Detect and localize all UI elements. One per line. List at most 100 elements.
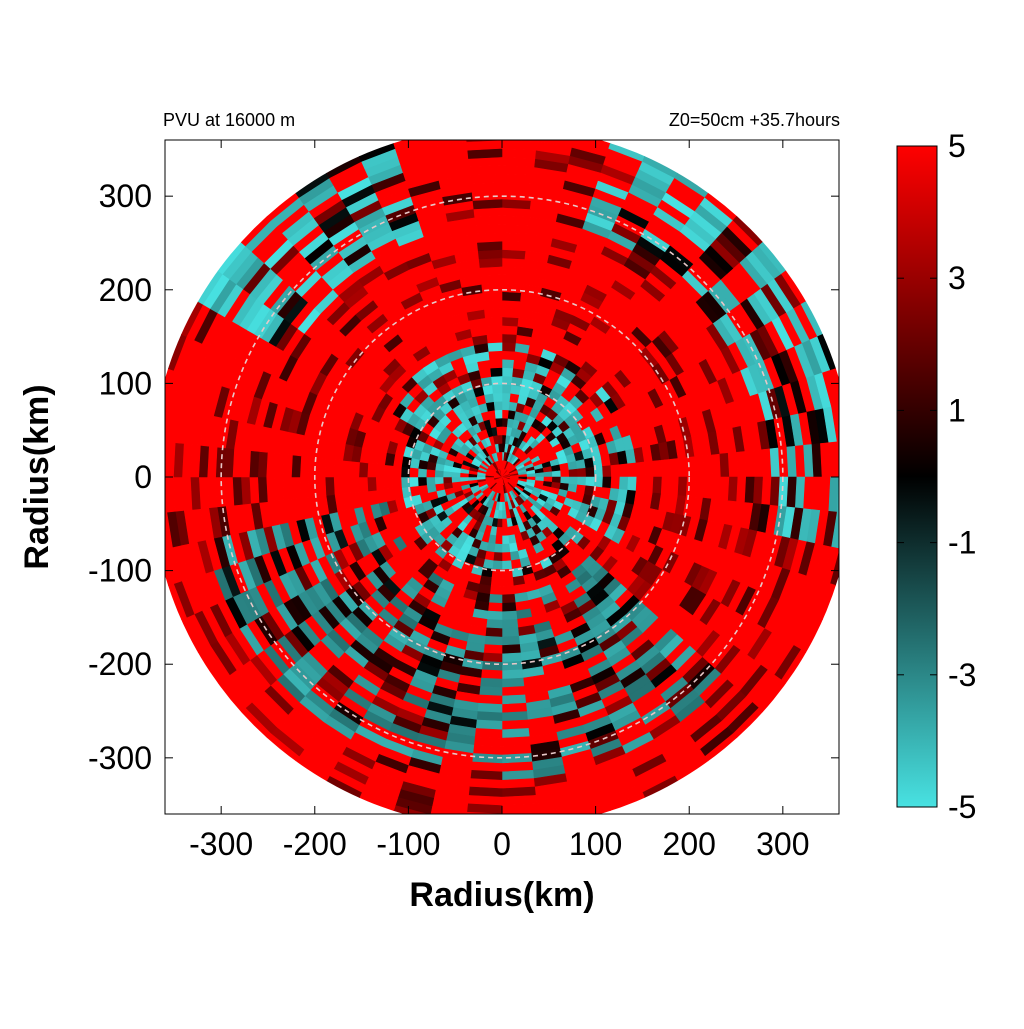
field-cell (434, 482, 445, 492)
field-cell (495, 417, 503, 428)
field-cell (479, 266, 503, 277)
field-cell (719, 452, 730, 478)
field-cell (736, 451, 747, 478)
field-cell (484, 316, 503, 327)
field-cell (501, 341, 517, 352)
field-cell (502, 123, 539, 133)
field-cell (489, 358, 503, 369)
field-cell (551, 470, 562, 478)
x-tick-label: -100 (376, 826, 440, 862)
field-cell (652, 459, 663, 478)
field-cell (478, 686, 503, 697)
field-cell (618, 463, 629, 478)
field-cell (483, 644, 503, 655)
field-cell (702, 454, 713, 478)
field-cell (417, 467, 427, 478)
y-tick-label: 300 (99, 178, 152, 214)
field-cell (248, 476, 260, 504)
field-cell (585, 466, 596, 478)
field-cell (257, 476, 268, 503)
field-cell (434, 476, 444, 485)
field-cell (497, 434, 503, 444)
field-cell (485, 401, 496, 412)
field-cell (358, 476, 369, 493)
y-tick-label: 100 (99, 365, 152, 401)
y-tick-label: -300 (88, 740, 152, 776)
field-cell (501, 660, 523, 672)
field-cell (476, 711, 503, 722)
field-cell (736, 476, 747, 503)
field-cell (501, 518, 508, 528)
field-cell (485, 619, 503, 629)
field-cell (265, 451, 277, 478)
field-cell (366, 476, 377, 492)
colorbar-tick-label: -1 (948, 525, 976, 561)
x-tick-label: 0 (493, 826, 511, 862)
field-cell (333, 459, 344, 478)
field-cell (501, 526, 509, 537)
field-cell (501, 702, 528, 714)
field-cell (610, 476, 621, 490)
field-cell (150, 403, 164, 441)
field-cell (501, 367, 514, 377)
field-cell (451, 476, 461, 483)
field-cell (526, 473, 537, 478)
field-cell (627, 476, 638, 492)
plot-area (150, 123, 839, 814)
field-cell (501, 325, 519, 335)
field-disc (150, 123, 839, 814)
field-cell (685, 456, 697, 478)
field-cell (487, 602, 503, 613)
field-cell (727, 451, 739, 478)
field-cell (265, 476, 277, 503)
field-cell (484, 308, 503, 319)
field-cell (652, 476, 663, 495)
field-cell (442, 476, 453, 484)
field-cell (494, 409, 503, 419)
field-cell (291, 454, 302, 478)
field-cell (478, 257, 503, 268)
field-cell (501, 677, 525, 688)
field-cell (694, 476, 705, 499)
field-cell (476, 232, 503, 243)
field-cell (644, 460, 654, 478)
field-cell (350, 460, 360, 478)
field-cell (475, 223, 503, 235)
field-cell (274, 476, 285, 502)
field-cell (499, 451, 503, 461)
field-cell (490, 367, 503, 377)
field-cell (480, 669, 503, 680)
field-cell (719, 476, 730, 502)
field-cell (425, 468, 436, 478)
x-tick-label: 100 (569, 826, 622, 862)
field-cell (501, 223, 529, 235)
field-cell (375, 463, 386, 478)
field-cell (602, 465, 612, 478)
field-cell (501, 635, 520, 646)
field-cell (711, 476, 722, 501)
field-cell (501, 619, 519, 629)
field-cell (282, 476, 293, 501)
field-cell (333, 476, 344, 495)
field-cell (501, 686, 526, 697)
field-cell (341, 476, 352, 495)
field-cell (491, 560, 503, 571)
field-cells (150, 123, 839, 814)
field-cell (488, 350, 503, 361)
field-cell (501, 669, 524, 680)
field-cell (501, 610, 518, 621)
field-cell (489, 585, 503, 596)
field-cell (324, 458, 335, 478)
field-cell (434, 469, 444, 478)
field-cell (543, 471, 553, 478)
field-cell (492, 552, 503, 562)
field-cell (501, 694, 527, 705)
field-cell (496, 426, 503, 436)
field-cell (493, 400, 503, 411)
field-cell (501, 392, 512, 402)
colorbar (896, 145, 938, 808)
x-tick-label: -300 (189, 826, 253, 862)
field-cell (494, 535, 503, 545)
